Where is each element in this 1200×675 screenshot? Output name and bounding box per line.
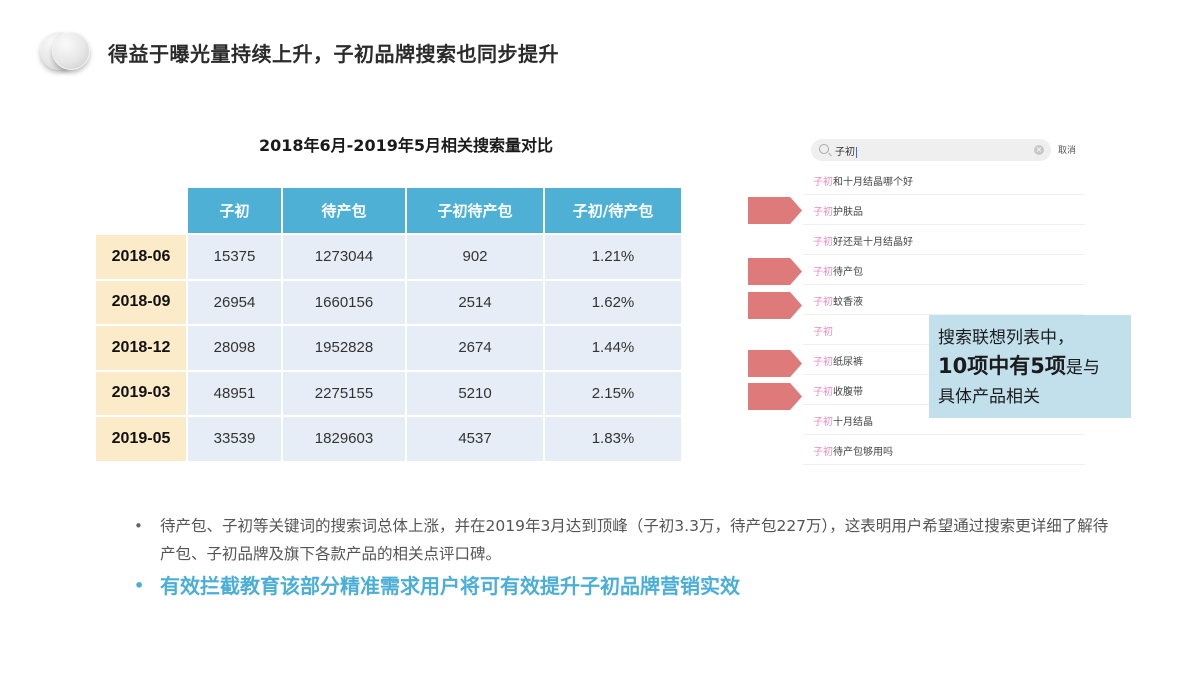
suggestion-item[interactable]: 子初护肤品 (803, 195, 1085, 225)
suggestion-text: 待产包够用吗 (833, 447, 893, 458)
text-caret (856, 146, 857, 158)
table-row: 2018-12 28098 1952828 2674 1.44% (96, 326, 683, 372)
row-label: 2018-12 (96, 326, 188, 372)
suggestion-highlight: 子初 (813, 357, 833, 368)
marker-arrow-icon (748, 197, 802, 224)
suggestion-text: 收腹带 (833, 387, 863, 398)
callout-line-1: 搜索联想列表中， (938, 328, 1074, 348)
table-cell: 1.21% (545, 235, 683, 281)
suggestion-text: 蚊香液 (833, 297, 863, 308)
table-cell: 33539 (188, 417, 283, 463)
row-label: 2018-06 (96, 235, 188, 281)
page-title: 得益于曝光量持续上升，子初品牌搜索也同步提升 (108, 42, 559, 66)
suggestion-item[interactable]: 子初蚊香液 (803, 285, 1085, 315)
table-cell: 2674 (407, 326, 545, 372)
column-header: 子初待产包 (407, 188, 545, 235)
bullet-dot-icon: • (134, 517, 143, 535)
table-cell: 902 (407, 235, 545, 281)
suggestion-item[interactable]: 子初好还是十月结晶好 (803, 225, 1085, 255)
table-cell: 28098 (188, 326, 283, 372)
cancel-button[interactable]: 取消 (1058, 146, 1077, 156)
table-cell: 1660156 (283, 280, 407, 326)
bullet-item: • 待产包、子初等关键词的搜索词总体上涨，并在2019年3月达到顶峰（子初3.3… (130, 512, 1120, 568)
marker-arrow-icon (748, 258, 802, 285)
suggestion-highlight: 子初 (813, 177, 833, 188)
suggestion-item[interactable]: 子初和十月结晶哪个好 (803, 165, 1085, 195)
suggestion-text: 待产包 (833, 267, 863, 278)
table-row: 2018-09 26954 1660156 2514 1.62% (96, 280, 683, 326)
column-header: 子初 (188, 188, 283, 235)
table-cell: 1273044 (283, 235, 407, 281)
table-row: 2019-05 33539 1829603 4537 1.83% (96, 417, 683, 463)
table-row: 2019-03 48951 2275155 5210 2.15% (96, 371, 683, 417)
suggestion-highlight: 子初 (813, 207, 833, 218)
table-cell: 2.15% (545, 371, 683, 417)
bullet-dot-icon: • (134, 576, 145, 595)
callout-box: 搜索联想列表中， 10项中有5项是与 具体产品相关 (929, 315, 1131, 418)
suggestion-text: 纸尿裤 (833, 357, 863, 368)
suggestion-item[interactable]: 子初待产包够用吗 (803, 435, 1085, 465)
search-volume-table: 子初 待产包 子初待产包 子初/待产包 2018-06 15375 127304… (96, 188, 683, 463)
suggestion-text: 十月结晶 (833, 417, 873, 428)
search-icon (819, 144, 829, 154)
search-input[interactable]: 子初 × (811, 139, 1051, 161)
suggestion-item[interactable]: 子初待产包 (803, 255, 1085, 285)
suggestion-text: 和十月结晶哪个好 (833, 177, 913, 188)
table-row: 2018-06 15375 1273044 902 1.21% (96, 235, 683, 281)
header-corner (96, 188, 188, 235)
table-cell: 1.83% (545, 417, 683, 463)
suggestion-highlight: 子初 (813, 387, 833, 398)
suggestion-highlight: 子初 (813, 297, 833, 308)
table-cell: 15375 (188, 235, 283, 281)
search-query: 子初 (835, 143, 857, 158)
logo-circle-front (52, 32, 90, 70)
suggestion-text: 好还是十月结晶好 (833, 237, 913, 248)
logo-circles-icon (38, 30, 98, 74)
search-query-text: 子初 (835, 147, 855, 158)
bullet-list: • 待产包、子初等关键词的搜索词总体上涨，并在2019年3月达到顶峰（子初3.3… (130, 512, 1120, 604)
callout-line-2: 10项中有5项是与 (938, 351, 1131, 383)
suggestion-highlight: 子初 (813, 327, 833, 338)
suggestion-text: 护肤品 (833, 207, 863, 218)
callout-emphasis: 10项中有5项 (938, 354, 1066, 378)
suggestion-item[interactable]: 子初十月结晶 (803, 405, 1085, 435)
table-header-row: 子初 待产包 子初待产包 子初/待产包 (96, 188, 683, 235)
suggestion-highlight: 子初 (813, 237, 833, 248)
marker-arrow-icon (748, 383, 802, 410)
table-title: 2018年6月-2019年5月相关搜索量对比 (259, 136, 553, 155)
column-header: 待产包 (283, 188, 407, 235)
clear-icon[interactable]: × (1034, 145, 1044, 155)
column-header: 子初/待产包 (545, 188, 683, 235)
bullet-item-highlight: • 有效拦截教育该部分精准需求用户将可有效提升子初品牌营销实效 (130, 568, 1120, 604)
suggestion-highlight: 子初 (813, 267, 833, 278)
table-cell: 2514 (407, 280, 545, 326)
bullet-text: 待产包、子初等关键词的搜索词总体上涨，并在2019年3月达到顶峰（子初3.3万，… (160, 517, 1109, 563)
row-label: 2019-05 (96, 417, 188, 463)
table-cell: 48951 (188, 371, 283, 417)
row-label: 2018-09 (96, 280, 188, 326)
table-cell: 2275155 (283, 371, 407, 417)
marker-arrow-icon (748, 292, 802, 319)
table-cell: 1.62% (545, 280, 683, 326)
table-cell: 26954 (188, 280, 283, 326)
table-cell: 1.44% (545, 326, 683, 372)
suggestion-highlight: 子初 (813, 417, 833, 428)
marker-arrow-icon (748, 350, 802, 377)
callout-line-3: 具体产品相关 (938, 387, 1040, 407)
table-cell: 1952828 (283, 326, 407, 372)
table-cell: 5210 (407, 371, 545, 417)
row-label: 2019-03 (96, 371, 188, 417)
callout-line-2-rest: 是与 (1065, 358, 1100, 378)
suggestion-highlight: 子初 (813, 447, 833, 458)
table-cell: 1829603 (283, 417, 407, 463)
bullet-text: 有效拦截教育该部分精准需求用户将可有效提升子初品牌营销实效 (160, 574, 740, 598)
table-cell: 4537 (407, 417, 545, 463)
